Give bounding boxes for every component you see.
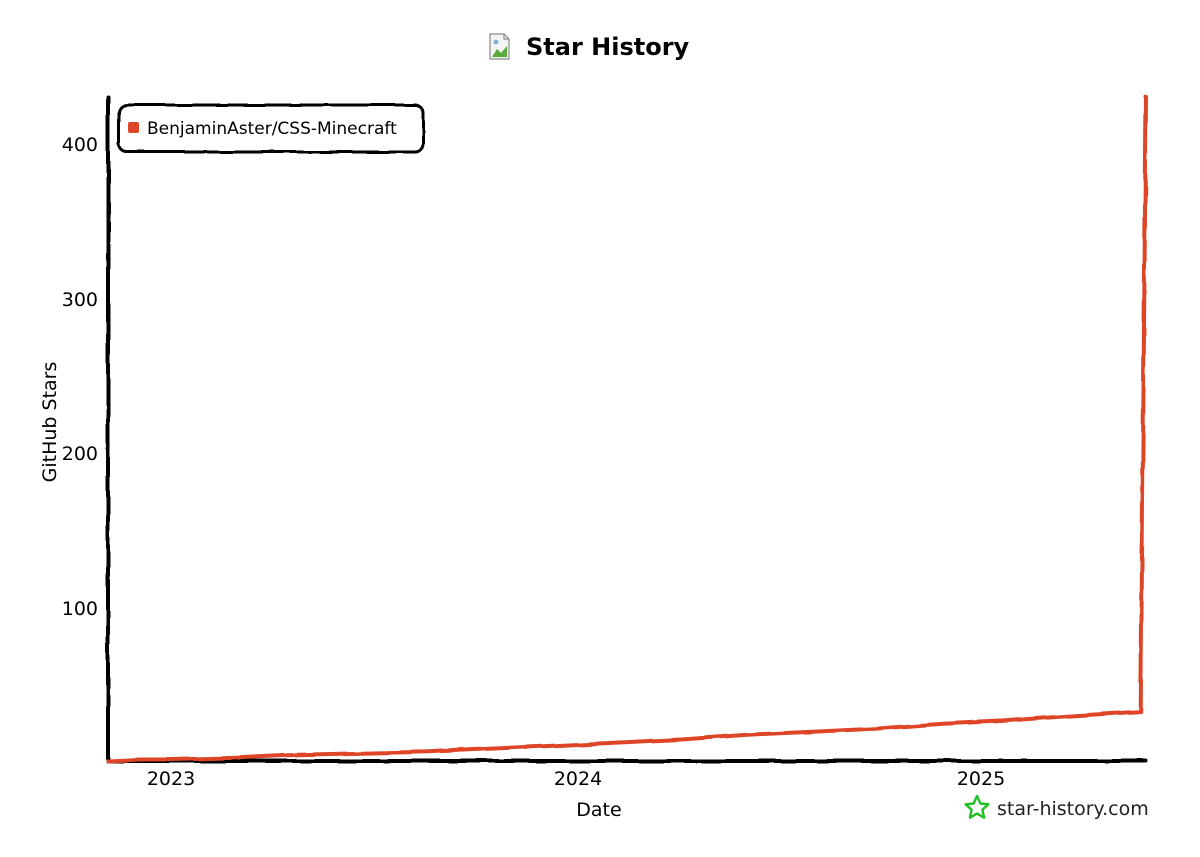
y-tick-label: 400 (62, 134, 98, 156)
chart-title: Star History (526, 33, 690, 61)
x-axis-title: Date (576, 799, 621, 821)
y-tick-label: 300 (62, 289, 98, 311)
legend-label: BenjaminAster/CSS-Minecraft (147, 119, 397, 139)
legend-swatch (128, 122, 139, 133)
x-ticks: 2023 2024 2025 (147, 768, 1005, 790)
y-tick-label: 200 (62, 443, 98, 465)
legend: BenjaminAster/CSS-Minecraft (117, 103, 425, 154)
star-outline-icon (964, 794, 990, 819)
x-tick-label: 2024 (554, 768, 602, 790)
axes (106, 95, 1148, 763)
branding: star-history.com (964, 794, 1149, 820)
series-line (106, 95, 1148, 763)
x-tick-label: 2023 (147, 768, 195, 790)
x-tick-label: 2025 (957, 768, 1005, 790)
y-ticks: 100 200 300 400 (62, 134, 98, 620)
legend-box (117, 103, 425, 154)
y-tick-label: 100 (62, 598, 98, 620)
broken-image-icon (489, 33, 510, 60)
y-axis-title: GitHub Stars (39, 362, 61, 483)
chart-title-group: Star History (489, 33, 690, 61)
brand-site-label: star-history.com (997, 798, 1149, 820)
